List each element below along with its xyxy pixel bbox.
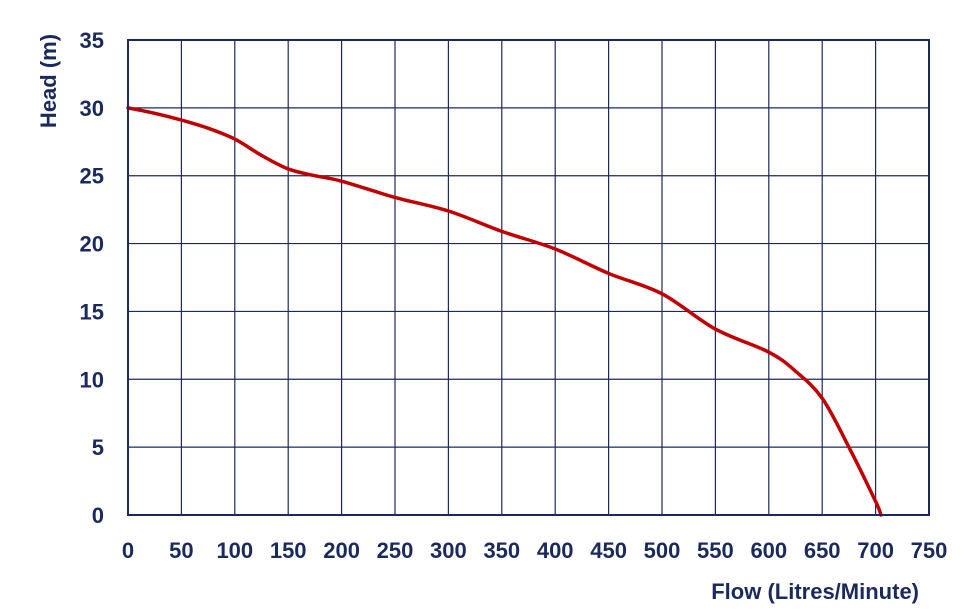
x-tick-label: 0 (122, 538, 134, 563)
x-tick-label: 600 (750, 538, 787, 563)
y-tick-label: 35 (80, 28, 104, 53)
plot-frame-group (127, 39, 930, 516)
y-tick-label: 10 (80, 367, 104, 392)
x-tick-label: 100 (216, 538, 253, 563)
grid (127, 39, 930, 516)
x-tick-label: 250 (377, 538, 414, 563)
y-tick-label: 0 (92, 503, 104, 528)
y-axis-label: Head (m) (36, 34, 61, 128)
x-tick-label: 350 (483, 538, 520, 563)
x-tick-label: 300 (430, 538, 467, 563)
x-tick-label: 450 (590, 538, 627, 563)
y-tick-label: 20 (80, 232, 104, 257)
y-tick-label: 30 (80, 96, 104, 121)
plot-area (126, 106, 883, 517)
x-tick-label: 550 (697, 538, 734, 563)
x-tick-label: 750 (911, 538, 948, 563)
x-tick-label: 200 (323, 538, 360, 563)
x-tick-label: 650 (804, 538, 841, 563)
x-tick-label: 50 (169, 538, 193, 563)
y-tick-label: 5 (92, 435, 104, 460)
x-axis-ticks: 0 50 100 150 200 250 300 350 400 450 500 550 600 650 7… (122, 538, 947, 563)
x-axis-label: Flow (Litres/Minute) (711, 579, 919, 604)
x-tick-label: 150 (270, 538, 307, 563)
x-tick-label: 500 (644, 538, 681, 563)
x-tick-label: 700 (857, 538, 894, 563)
plot-frame (127, 39, 930, 516)
head-flow-curve (126, 106, 883, 517)
y-tick-label: 15 (80, 299, 104, 324)
y-axis-ticks: 0 5 10 15 20 25 30 35 (80, 28, 104, 528)
x-tick-label: 400 (537, 538, 574, 563)
y-tick-label: 25 (80, 164, 104, 189)
